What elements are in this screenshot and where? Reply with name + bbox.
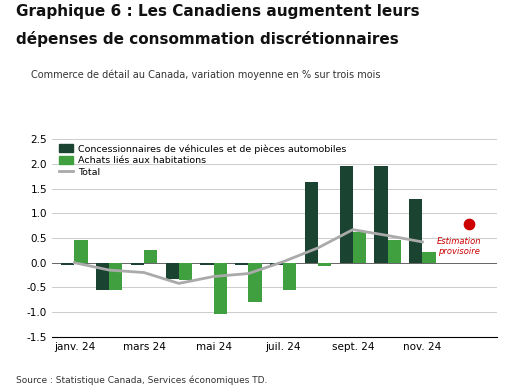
Text: Commerce de détail au Canada, variation moyenne en % sur trois mois: Commerce de détail au Canada, variation … (31, 70, 381, 80)
Bar (131, 263, 144, 265)
Bar (270, 263, 283, 265)
Bar (179, 263, 192, 280)
Bar (166, 263, 179, 279)
Bar (213, 263, 227, 315)
Bar (353, 232, 366, 263)
Bar (318, 263, 332, 266)
Bar (75, 240, 88, 263)
Bar (144, 250, 157, 263)
Bar (283, 263, 296, 290)
Bar (61, 263, 75, 265)
Bar (109, 263, 122, 290)
Text: dépenses de consommation discrétionnaires: dépenses de consommation discrétionnaire… (16, 31, 398, 47)
Bar (249, 263, 262, 302)
Text: Graphique 6 : Les Canadiens augmentent leurs: Graphique 6 : Les Canadiens augmentent l… (16, 4, 419, 19)
Bar (423, 252, 436, 263)
Bar (409, 199, 423, 263)
Bar (305, 182, 318, 263)
Text: Estimation
provisoire: Estimation provisoire (437, 236, 481, 256)
Bar (96, 263, 109, 290)
Bar (387, 240, 401, 263)
Text: Source : Statistique Canada, Services économiques TD.: Source : Statistique Canada, Services éc… (16, 375, 267, 385)
Bar (235, 263, 249, 265)
Legend: Concessionnaires de véhicules et de pièces automobiles, Achats liés aux habitati: Concessionnaires de véhicules et de pièc… (59, 144, 346, 176)
Point (465, 221, 473, 227)
Bar (200, 263, 213, 265)
Bar (375, 166, 387, 263)
Bar (340, 166, 353, 263)
